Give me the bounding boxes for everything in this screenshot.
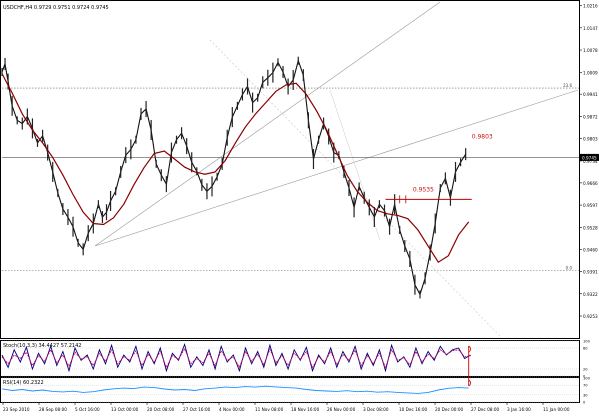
price-tick-label: 0.9253 xyxy=(583,314,598,319)
price-series-line xyxy=(1,58,467,296)
current-price-label: 0.9745 xyxy=(582,155,597,160)
price-tick-label: 0.9391 xyxy=(583,270,598,275)
time-tick-label: 11 Jan 00:00 xyxy=(543,407,570,412)
price-tick-label: 0.9460 xyxy=(583,247,598,252)
moving-average-line xyxy=(1,73,470,264)
upper-channel-line xyxy=(94,1,441,247)
annotation-label: 0.9535 xyxy=(413,186,434,193)
time-tick-label: 5 Oct 16:00 xyxy=(75,407,100,412)
fib-level-bottom-label: 0.0 xyxy=(566,265,573,270)
price-tick-label: 1.0078 xyxy=(583,48,598,53)
rsi-level-label: 70 xyxy=(583,384,588,388)
time-tick-label: 23 Sep 2010 xyxy=(3,407,30,412)
price-tick-label: 0.9597 xyxy=(583,203,598,208)
stochastic-label: Stoch(10,3,3) 34.4427 57.2142 xyxy=(3,343,81,349)
fan-line xyxy=(329,89,381,241)
stochastic-level-label: 100 xyxy=(583,340,591,344)
fib-level-top-label: 23.6 xyxy=(563,83,572,88)
rsi-label: RSI(14) 60.2322 xyxy=(3,380,44,386)
stochastic-signal-line xyxy=(1,347,471,369)
down-trend-line xyxy=(209,39,501,337)
current-price-box xyxy=(580,153,599,161)
time-tick-label: 3 Dec 08:00 xyxy=(363,407,389,412)
lower-channel-line xyxy=(94,89,579,247)
rsi-pane xyxy=(0,377,580,403)
signal-marker-cap xyxy=(468,345,472,353)
rsi-level-label: 0 xyxy=(583,401,586,405)
stochastic-pane xyxy=(0,340,580,377)
price-tick-label: 0.9941 xyxy=(583,92,598,97)
stochastic-level-label: 20 xyxy=(583,368,588,372)
price-tick-label: 1.0009 xyxy=(583,70,598,75)
time-tick-label: 13 Oct 00:00 xyxy=(111,407,139,412)
time-tick-label: 27 Oct 16:00 xyxy=(183,407,211,412)
price-tick-label: 1.0147 xyxy=(583,26,598,31)
time-tick-label: 20 Dec 00:00 xyxy=(435,407,463,412)
main-pane xyxy=(0,0,580,339)
rsi-line xyxy=(1,385,469,394)
rsi-level-label: 100 xyxy=(583,377,591,381)
price-tick-label: 0.9528 xyxy=(583,225,598,230)
time-tick-label: 20 Oct 08:00 xyxy=(147,407,175,412)
stochastic-level-label: 0 xyxy=(583,375,586,379)
time-tick-label: 4 Nov 00:00 xyxy=(219,407,245,412)
rsi-level-label: 30 xyxy=(583,393,588,397)
time-tick-label: 10 Dec 16:00 xyxy=(399,407,427,412)
price-tick-label: 0.9666 xyxy=(583,181,598,186)
price-tick-label: 1.0216 xyxy=(583,4,598,9)
chart-header: USDCHF,H4 0.9729 0.9751 0.9724 0.9745 xyxy=(3,5,109,11)
stochastic-level-label: 80 xyxy=(583,347,588,351)
time-tick-label: 18 Nov 16:00 xyxy=(291,407,320,412)
price-tick-label: 0.9734 xyxy=(583,159,598,164)
price-tick-label: 0.9872 xyxy=(583,114,598,119)
time-tick-label: 26 Nov 00:00 xyxy=(327,407,356,412)
time-tick-label: 27 Dec 08:00 xyxy=(471,407,499,412)
signal-marker-cap xyxy=(468,379,472,387)
annotation-label: 0.9803 xyxy=(472,134,493,141)
price-tick-label: 0.9803 xyxy=(583,137,598,142)
time-tick-label: 3 Jan 16:00 xyxy=(507,407,531,412)
time-tick-label: 11 Nov 08:00 xyxy=(255,407,284,412)
price-tick-label: 0.9322 xyxy=(583,292,598,297)
time-tick-label: 28 Sep 08:00 xyxy=(39,407,67,412)
